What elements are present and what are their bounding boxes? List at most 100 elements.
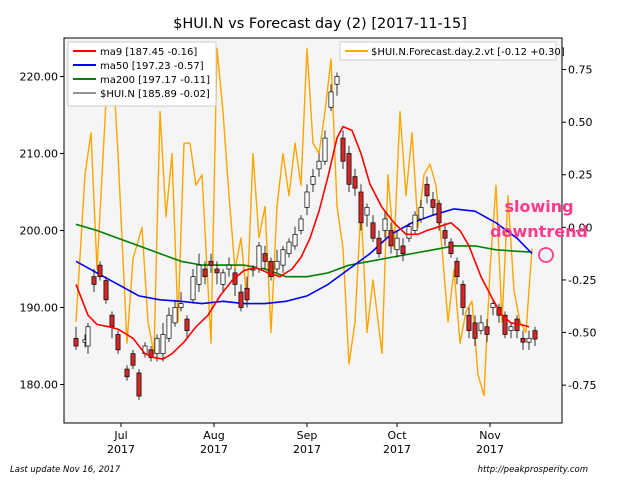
- candle-body: [358, 191, 364, 224]
- x-tick-year: 2017: [383, 443, 411, 456]
- footer-url: http://peakprosperity.com: [478, 465, 588, 475]
- x-tick-year: 2017: [476, 443, 504, 456]
- annotation: slowing downtrend: [490, 197, 588, 263]
- x-tick-month: Jul: [113, 429, 127, 442]
- legend-forecast: $HUI.N.Forecast.day.2.vt [-0.12 +0.30]: [371, 47, 565, 58]
- candle-body: [346, 153, 352, 185]
- candle-body: [124, 368, 130, 378]
- candle-body: [322, 137, 328, 162]
- left-tick-label: 210.00: [20, 148, 59, 161]
- right-tick-label: 0.75: [568, 64, 593, 77]
- candle-body: [466, 314, 472, 331]
- candle-body: [208, 260, 214, 266]
- x-tick-year: 2017: [293, 443, 321, 456]
- candle-body: [238, 291, 244, 308]
- candle-body: [316, 160, 322, 170]
- legend-ma9: ma9 [187.45 -0.16]: [100, 47, 197, 58]
- x-tick-year: 2017: [107, 443, 135, 456]
- candle-body: [490, 303, 496, 308]
- candle-body: [172, 307, 178, 324]
- candle-body: [448, 241, 454, 254]
- x-tick-month: Nov: [479, 429, 501, 442]
- annotation-line1: slowing: [504, 197, 573, 216]
- right-tick-label: 0.00: [568, 221, 593, 234]
- legend-left: ma9 [187.45 -0.16] ma50 [197.23 -0.57] m…: [67, 41, 217, 107]
- candle-body: [160, 334, 166, 355]
- candle-body: [412, 214, 418, 231]
- candle-body: [460, 284, 466, 308]
- candle-body: [352, 176, 358, 189]
- candle-body: [310, 176, 316, 185]
- x-tick-month: Oct: [387, 429, 407, 442]
- candle-body: [400, 245, 406, 254]
- candle-body: [502, 314, 508, 335]
- candle-body: [394, 237, 400, 251]
- legend-ma200: ma200 [197.17 -0.11]: [100, 75, 210, 86]
- candle-body: [532, 330, 538, 340]
- candle-body: [436, 203, 442, 224]
- plot-content: [73, 47, 538, 400]
- left-axis: 180.00 190.00 200.00 210.00 220.00: [20, 71, 64, 392]
- candle-body: [430, 199, 436, 208]
- candle-body: [196, 264, 202, 285]
- candle-body: [109, 314, 115, 328]
- candle-body: [454, 260, 460, 278]
- candle-body: [73, 337, 79, 347]
- candle-body: [274, 260, 280, 270]
- candle-body: [526, 337, 532, 343]
- candle-body: [292, 234, 298, 247]
- right-tick-label: -0.25: [568, 274, 596, 287]
- left-tick-label: 180.00: [20, 379, 59, 392]
- candle-body: [376, 237, 382, 254]
- right-tick-label: 0.25: [568, 169, 593, 182]
- candle-body: [256, 245, 262, 270]
- candle-body: [298, 218, 304, 231]
- candle-body: [184, 318, 190, 331]
- candle-body: [115, 334, 121, 351]
- left-tick-label: 190.00: [20, 302, 59, 315]
- footer-last-update: Last update Nov 16, 2017: [10, 465, 121, 475]
- annotation-line2: downtrend: [490, 222, 588, 241]
- series-line-ma9: [75, 125, 530, 360]
- series-line-ma200: [75, 223, 533, 278]
- annotation-circle: [538, 247, 554, 263]
- candle-body: [370, 222, 376, 239]
- candle-body: [91, 276, 97, 285]
- candle-body: [202, 268, 208, 278]
- candle-body: [103, 280, 109, 301]
- legend-hui: $HUI.N [185.89 -0.02]: [100, 89, 210, 100]
- candle-body: [484, 326, 490, 335]
- series-line-ma50: [75, 208, 533, 305]
- candle-body: [262, 253, 268, 262]
- candle-body: [472, 322, 478, 339]
- candle-body: [406, 226, 412, 239]
- candle-body: [85, 326, 91, 347]
- candle-body: [220, 272, 226, 285]
- candle-body: [148, 349, 154, 358]
- candle-body: [382, 218, 388, 231]
- candle-body: [364, 207, 370, 216]
- chart-title: $HUI.N vs Forecast day (2) [2017-11-15]: [173, 16, 467, 32]
- candle-body: [340, 137, 346, 162]
- candle-body: [424, 183, 430, 197]
- x-tick-month: Aug: [203, 429, 224, 442]
- candle-body: [478, 322, 484, 331]
- candle-body: [244, 287, 250, 301]
- candle-body: [97, 264, 103, 278]
- series-line--hui-n-forecast-day-2-vt: [75, 47, 533, 397]
- candle-body: [268, 260, 274, 278]
- candle-body: [214, 268, 220, 274]
- left-tick-label: 220.00: [20, 71, 59, 84]
- candle-body: [388, 230, 394, 247]
- candle-body: [280, 249, 286, 266]
- right-tick-label: -0.50: [568, 327, 596, 340]
- left-tick-label: 200.00: [20, 225, 59, 238]
- candle-body: [508, 326, 514, 331]
- candle-body: [190, 276, 196, 301]
- legend-right: $HUI.N.Forecast.day.2.vt [-0.12 +0.30]: [339, 41, 565, 61]
- candle-body: [130, 353, 136, 366]
- right-tick-label: 0.50: [568, 116, 593, 129]
- candle-body: [166, 314, 172, 339]
- candle-body: [334, 76, 340, 85]
